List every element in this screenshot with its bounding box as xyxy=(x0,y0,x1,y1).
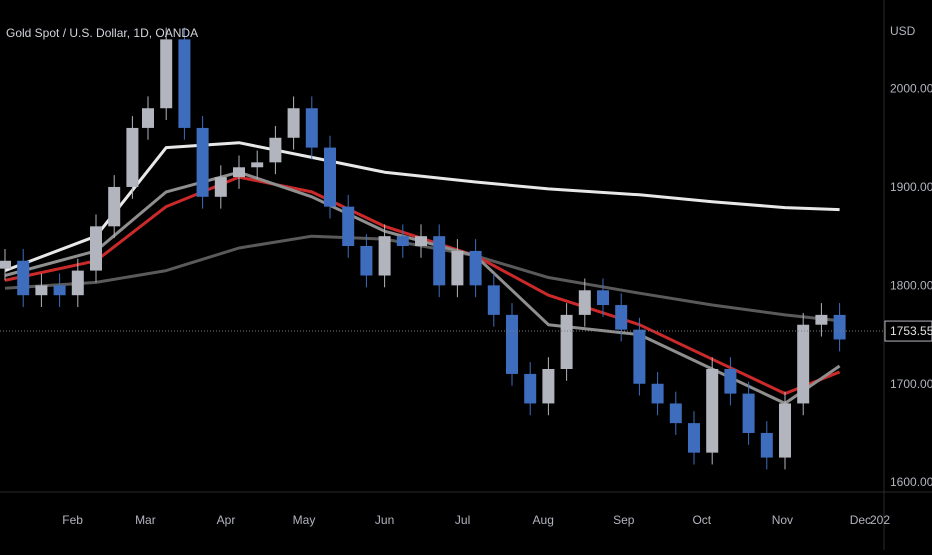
moving-average-layer xyxy=(4,141,841,405)
price-axis-unit: USD xyxy=(890,24,916,38)
candle-body xyxy=(815,314,828,325)
candle-body xyxy=(287,108,300,138)
moving-average-line-4 xyxy=(4,170,841,405)
price-tick-label: 2000.000 xyxy=(890,82,932,96)
candle-body xyxy=(633,329,646,384)
candle-body xyxy=(742,393,755,433)
candle-body xyxy=(669,403,682,424)
time-tick-label: Dec xyxy=(850,513,871,527)
candle-body xyxy=(578,290,591,315)
candle-body xyxy=(360,246,373,276)
candle-body xyxy=(17,260,30,296)
moving-average-line-1 xyxy=(4,141,840,273)
candle-body xyxy=(214,177,227,197)
candle-body xyxy=(378,236,391,276)
time-tick-label: Sep xyxy=(613,513,635,527)
candle-body xyxy=(305,108,318,148)
time-tick-label: Jul xyxy=(455,513,470,527)
candle-body xyxy=(724,369,737,394)
candle-body xyxy=(178,39,191,128)
candle-body xyxy=(433,236,446,286)
candle-body xyxy=(126,127,139,187)
candle-body xyxy=(196,127,209,197)
time-tick-label: 202 xyxy=(870,513,890,527)
price-tick-label: 1800.000 xyxy=(890,278,932,292)
candle-body xyxy=(324,147,336,207)
candle-body xyxy=(524,373,537,404)
price-tick-label: 1700.000 xyxy=(890,377,932,391)
candle-body xyxy=(160,39,173,109)
time-tick-label: May xyxy=(293,513,316,527)
candle-body xyxy=(396,236,409,246)
candle-body xyxy=(233,167,245,178)
candle-body xyxy=(53,285,66,296)
candle-body xyxy=(142,108,154,128)
candle-body xyxy=(469,250,482,286)
time-tick-label: Mar xyxy=(135,513,156,527)
candle-body xyxy=(342,206,355,246)
candle-body xyxy=(90,226,102,271)
candle-body xyxy=(451,250,464,286)
candle-body xyxy=(0,260,11,269)
candle-body xyxy=(651,383,664,404)
candle-body xyxy=(35,285,48,296)
candle-body xyxy=(269,137,282,163)
candle-body xyxy=(615,305,628,330)
time-tick-label: Oct xyxy=(692,513,711,527)
candle-body xyxy=(560,314,573,369)
candle-body xyxy=(706,369,719,453)
moving-average-line-3 xyxy=(4,175,841,396)
time-tick-label: Apr xyxy=(217,513,236,527)
price-tick-label: 1600.000 xyxy=(890,475,932,489)
candle-body xyxy=(597,290,609,306)
candle-body xyxy=(760,432,773,458)
chart-title: Gold Spot / U.S. Dollar, 1D, OANDA xyxy=(6,26,199,40)
candles-layer xyxy=(0,27,846,470)
last-price-box xyxy=(884,320,932,342)
candle-body xyxy=(542,369,555,404)
candle-body xyxy=(71,270,84,296)
candle-body xyxy=(797,324,810,404)
time-tick-label: Aug xyxy=(533,513,554,527)
candle-body xyxy=(506,314,518,374)
time-tick-label: Nov xyxy=(772,513,793,527)
candle-body xyxy=(688,423,700,453)
candle-body xyxy=(108,186,121,227)
candle-body xyxy=(487,285,500,315)
time-tick-label: Feb xyxy=(62,513,83,527)
last-price-label: 1753.555 xyxy=(890,324,932,338)
candle-body xyxy=(833,314,846,340)
candle-body xyxy=(779,403,791,458)
candle-body xyxy=(251,162,264,168)
time-tick-label: Jun xyxy=(375,513,394,527)
moving-average-line-2 xyxy=(4,234,840,323)
candle-body xyxy=(415,236,427,246)
price-tick-label: 1900.000 xyxy=(890,180,932,194)
